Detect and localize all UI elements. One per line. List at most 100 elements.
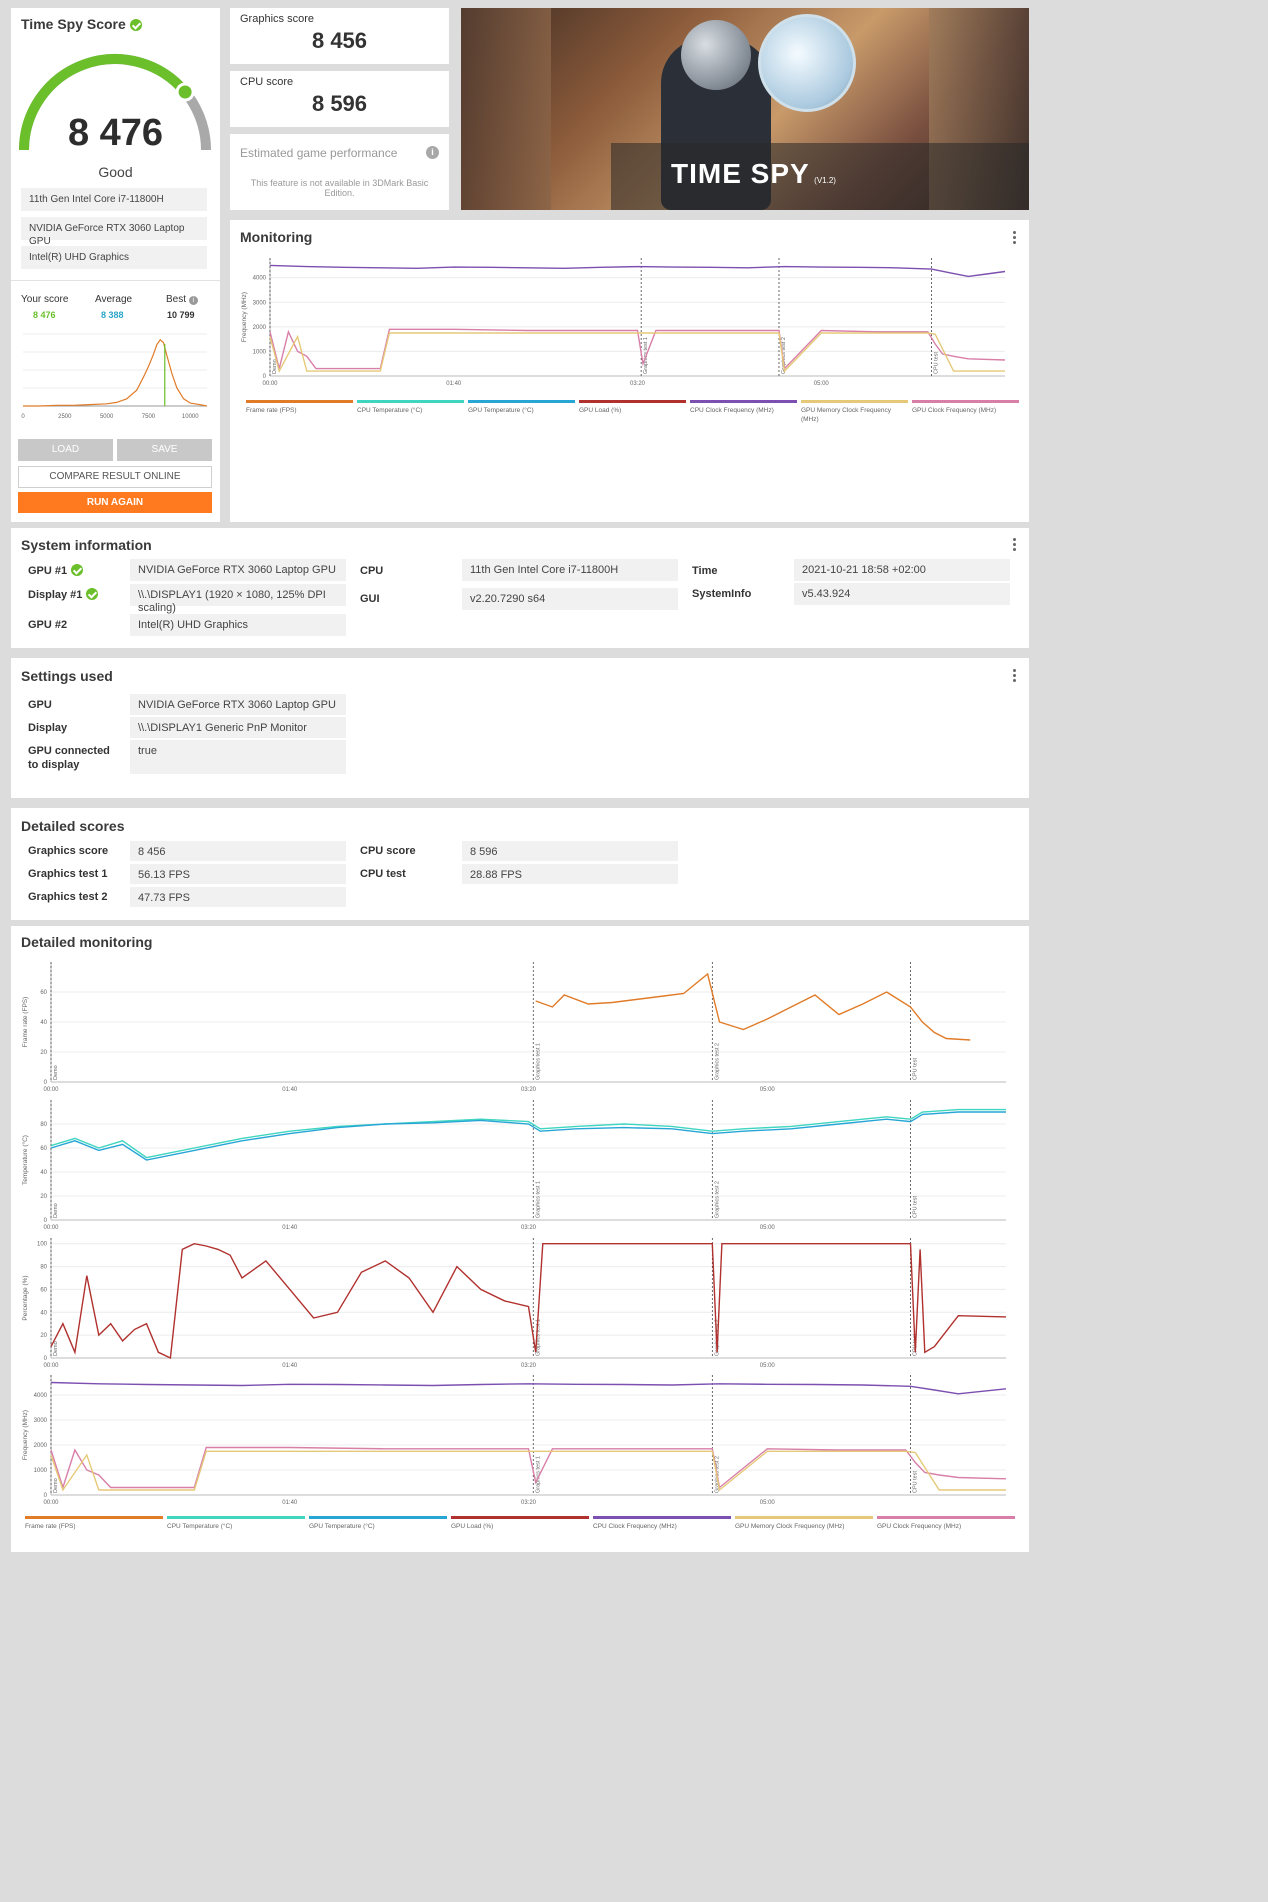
- info-icon[interactable]: i: [426, 146, 439, 159]
- score-rating: Good: [98, 164, 133, 180]
- gpu1-check-icon: [71, 564, 84, 576]
- y-tick-label: 40: [40, 1310, 47, 1316]
- series-line: [50, 1381, 1007, 1395]
- gpu2-value: Intel(R) UHD Graphics: [130, 614, 346, 636]
- section-label: Demo: [272, 359, 278, 374]
- legend-item[interactable]: GPU Memory Clock Frequency (MHz): [801, 400, 908, 424]
- graphics-score-card: Graphics score 8 456: [230, 8, 449, 64]
- compare-result-online-button[interactable]: COMPARE RESULT ONLINE: [18, 466, 212, 488]
- y-tick-label: 80: [40, 1122, 47, 1128]
- x-tick-label: 05:00: [814, 381, 830, 387]
- graphics-score-label: Graphics score: [240, 13, 314, 25]
- x-tick-label: 00:00: [43, 1500, 59, 1506]
- hw-cpu: 11th Gen Intel Core i7-11800H: [21, 188, 207, 211]
- load-button[interactable]: LOAD: [18, 439, 113, 461]
- y-axis-label: Temperature (°C): [21, 1135, 29, 1185]
- x-tick-label: 03:20: [630, 381, 646, 387]
- cpu-score-value: 8 596: [311, 91, 368, 116]
- y-tick-label: 3000: [34, 1418, 48, 1424]
- y-tick-label: 1000: [34, 1468, 48, 1474]
- graphics-test2-label: Graphics test 2: [28, 891, 108, 903]
- settings-gpu-connected-value: true: [130, 740, 346, 774]
- legend-item[interactable]: GPU Temperature (°C): [468, 400, 575, 415]
- settings-used-panel: Settings used GPU NVIDIA GeForce RTX 306…: [11, 658, 1029, 798]
- legend-item[interactable]: GPU Load (%): [579, 400, 686, 415]
- graphics-test1-label: Graphics test 1: [28, 868, 108, 880]
- settings-gpu-connected-label: GPU connected to display: [28, 745, 110, 771]
- monitoring-chart: 0 1000 2000 3000 4000 00:00 01:40 03:20 05:00 Fre…: [241, 258, 1006, 387]
- y-axis-label: Frame rate (FPS): [22, 997, 29, 1048]
- y-tick-label: 60: [40, 990, 47, 996]
- cpu-score-card: CPU score 8 596: [230, 71, 449, 127]
- legend-item[interactable]: GPU Load (%): [451, 1516, 589, 1531]
- section-label: Graphics test 1: [535, 1319, 541, 1356]
- series-line: [50, 1450, 1006, 1492]
- hero-helmet: [681, 20, 751, 90]
- x-tick-label: 00:00: [262, 381, 278, 387]
- x-tick-label: 01:40: [446, 381, 462, 387]
- section-label: Graphics test 1: [535, 1456, 541, 1493]
- display1-check-icon: [86, 588, 99, 600]
- section-label: Graphics test 1: [535, 1043, 541, 1080]
- settings-gpu-label: GPU: [28, 699, 52, 711]
- cpu-score-value: 8 596: [462, 841, 678, 861]
- y-axis-label: Frequency (MHz): [241, 292, 248, 342]
- score-summary-panel: Time Spy Score 8 476 Good 11th Gen Intel…: [11, 8, 220, 522]
- run-again-button[interactable]: RUN AGAIN: [18, 492, 212, 513]
- x-tick-label: 0: [21, 414, 25, 420]
- x-tick-label: 10000: [182, 414, 199, 420]
- legend-item[interactable]: GPU Memory Clock Frequency (MHz): [735, 1516, 873, 1531]
- monitoring-panel: Monitoring 0 1000 2000 3000 4000 00:00 01:40 03…: [230, 220, 1029, 522]
- x-tick-label: 03:20: [521, 1225, 537, 1231]
- legend-item[interactable]: GPU Clock Frequency (MHz): [877, 1516, 1015, 1531]
- save-button[interactable]: SAVE: [117, 439, 212, 461]
- legend-item[interactable]: CPU Clock Frequency (MHz): [593, 1516, 731, 1531]
- y-tick-label: 2000: [34, 1443, 48, 1449]
- cpu-value: 11th Gen Intel Core i7-11800H: [462, 559, 678, 581]
- legend-item[interactable]: CPU Temperature (°C): [357, 400, 464, 415]
- display1-label: Display #1: [28, 588, 99, 602]
- legend-item[interactable]: CPU Clock Frequency (MHz): [690, 400, 797, 415]
- score-gauge: [19, 54, 211, 151]
- y-tick-label: 60: [40, 1287, 47, 1293]
- legend-item[interactable]: GPU Temperature (°C): [309, 1516, 447, 1531]
- settings-gpu-value: NVIDIA GeForce RTX 3060 Laptop GPU: [130, 694, 346, 715]
- more-options-icon[interactable]: [1013, 538, 1017, 553]
- time-label: Time: [692, 565, 718, 577]
- more-options-icon[interactable]: [1013, 231, 1017, 246]
- x-tick-label: 03:20: [521, 1500, 537, 1506]
- section-label: Demo: [53, 1341, 59, 1356]
- cpu-test-label: CPU test: [360, 868, 406, 880]
- score-distribution-chart: 0 2500 5000 7500 10000: [21, 333, 208, 420]
- system-information-panel: System information GPU #1 NVIDIA GeForce…: [11, 528, 1029, 648]
- cpu-test-value: 28.88 FPS: [462, 864, 678, 884]
- y-tick-label: 20: [40, 1050, 47, 1056]
- x-tick-label: 01:40: [282, 1225, 298, 1231]
- y-tick-label: 0: [44, 1356, 48, 1362]
- y-tick-label: 80: [40, 1265, 47, 1271]
- series-line: [50, 1111, 1006, 1161]
- x-tick-label: 00:00: [43, 1087, 59, 1093]
- legend-item[interactable]: CPU Temperature (°C): [167, 1516, 305, 1531]
- series-line: [269, 264, 1006, 278]
- legend-item[interactable]: Frame rate (FPS): [246, 400, 353, 415]
- your-score-value: 8 476: [33, 310, 56, 320]
- y-tick-label: 4000: [253, 276, 267, 282]
- section-label: CPU test: [913, 1196, 919, 1218]
- game-performance-card: Estimated game performance i This featur…: [230, 134, 449, 210]
- section-label: Demo: [53, 1065, 59, 1080]
- y-axis-label: Percentage (%): [22, 1275, 29, 1320]
- series-line: [50, 1108, 1006, 1159]
- legend-item[interactable]: Frame rate (FPS): [25, 1516, 163, 1531]
- legend-item[interactable]: GPU Clock Frequency (MHz): [912, 400, 1019, 415]
- monitoring-subchart: 0 20 40 60 80 100 00:00 01:40 03:20 05:00 Percenta…: [22, 1238, 1007, 1369]
- section-label: Graphics test 1: [535, 1181, 541, 1218]
- graphics-score-label: Graphics score: [28, 845, 109, 857]
- y-tick-label: 100: [37, 1242, 48, 1248]
- gpu1-value: NVIDIA GeForce RTX 3060 Laptop GPU: [130, 559, 346, 581]
- x-tick-label: 01:40: [282, 1087, 298, 1093]
- average-label: Average: [95, 294, 133, 305]
- y-tick-label: 0: [44, 1493, 48, 1499]
- more-options-icon[interactable]: [1013, 669, 1017, 684]
- best-label: Best i: [166, 294, 198, 305]
